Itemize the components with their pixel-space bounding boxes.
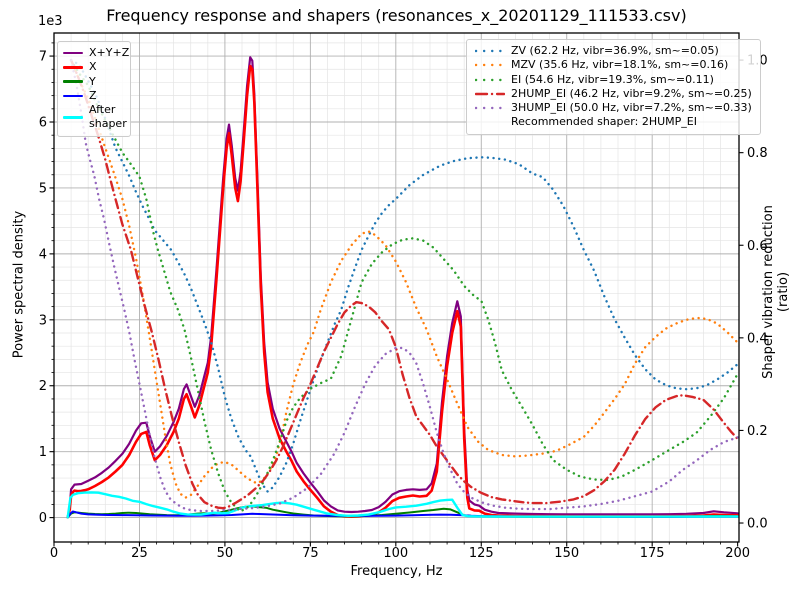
y-left-tick-label: 5 <box>39 181 47 196</box>
y-right-tick-label: 0.6 <box>747 239 768 254</box>
y-right-tick-label: 0.4 <box>747 331 768 346</box>
legend-label: After shaper <box>89 103 127 131</box>
x-tick-label: 175 <box>640 546 665 561</box>
y-line-swatch <box>63 80 83 84</box>
page-title: Frequency response and shapers (resonanc… <box>106 6 687 25</box>
y-left-tick-label: 2 <box>39 379 47 394</box>
y-left-tick-label: 3 <box>39 313 47 328</box>
x-line-swatch <box>63 66 83 69</box>
y-right-tick-label: 0.2 <box>747 424 768 439</box>
x-tick-label: 125 <box>469 546 494 561</box>
legend-label: 3HUMP_EI (50.0 Hz, vibr=7.2%, sm~=0.33) <box>511 101 752 115</box>
z-line-swatch <box>63 94 83 98</box>
xyz-line-swatch <box>63 51 83 55</box>
x-tick-label: 0 <box>50 546 58 561</box>
legend-item-mzv: MZV (35.6 Hz, vibr=18.1%, sm~=0.16) <box>475 58 752 72</box>
series-ei <box>69 58 739 513</box>
legend-item-x: X <box>63 60 125 74</box>
series-zv <box>69 58 739 493</box>
y-left-tick-label: 7 <box>39 50 47 65</box>
legend-label: Y <box>89 74 96 88</box>
legend-item-hump3: 3HUMP_EI (50.0 Hz, vibr=7.2%, sm~=0.33) <box>475 101 752 115</box>
legend-item-hump2: 2HUMP_EI (46.2 Hz, vibr=9.2%, sm~=0.25) <box>475 87 752 101</box>
series-xyz <box>66 56 739 519</box>
legend-right: ZV (62.2 Hz, vibr=36.9%, sm~=0.05) MZV (3… <box>466 39 761 135</box>
legend-label: 2HUMP_EI (46.2 Hz, vibr=9.2%, sm~=0.25) <box>511 86 752 100</box>
legend-item-z: Z <box>63 89 125 103</box>
series-hump3 <box>69 58 739 513</box>
x-axis-label: Frequency, Hz <box>350 564 443 579</box>
x-tick-label: 150 <box>554 546 579 561</box>
after_shaper-line-swatch <box>63 116 83 119</box>
y-right-tick-label: 0.0 <box>747 517 768 532</box>
y-left-tick-label: 0 <box>39 511 47 526</box>
legend-label: X+Y+Z <box>89 46 130 59</box>
legend-item-xyz: X+Y+Z <box>63 46 129 60</box>
series-hump2 <box>69 58 739 510</box>
legend-label: MZV (35.6 Hz, vibr=18.1%, sm~=0.16) <box>511 58 729 72</box>
y-left-tick-label: 6 <box>39 116 47 131</box>
legend-label: X <box>89 60 97 74</box>
hump2-line-swatch <box>475 92 505 96</box>
plot-frame <box>53 32 740 543</box>
x-tick-label: 50 <box>217 546 234 561</box>
x-tick-label: 75 <box>302 546 319 561</box>
hump3-line-swatch <box>475 107 505 110</box>
mzv-line-swatch <box>475 64 505 67</box>
y-left-tick-label: 4 <box>39 247 47 262</box>
legend-label: Z <box>89 88 97 102</box>
y-right-tick-label: 0.8 <box>747 146 768 161</box>
y-axis-label-right: Shaper vibration reduction (ratio) <box>761 205 791 379</box>
legend-footer-recommended-shaper: Recommended shaper: 2HUMP_EI <box>511 115 697 129</box>
y-left-tick-label: 1 <box>39 445 47 460</box>
y-axis-label-left: Power spectral density <box>11 210 27 359</box>
legend-label: ZV (62.2 Hz, vibr=36.9%, sm~=0.05) <box>511 44 719 57</box>
x-tick-label: 25 <box>131 546 148 561</box>
legend-label: EI (54.6 Hz, vibr=19.3%, sm~=0.11) <box>511 72 714 86</box>
x-tick-label: 100 <box>383 546 408 561</box>
legend-item-zv: ZV (62.2 Hz, vibr=36.9%, sm~=0.05) <box>475 44 752 58</box>
legend-left: X+Y+Z X Y Z After shaper <box>57 41 131 137</box>
series-mzv <box>69 58 739 499</box>
legend-item-ei: EI (54.6 Hz, vibr=19.3%, sm~=0.11) <box>475 73 752 87</box>
ei-line-swatch <box>475 78 505 81</box>
x-tick-label: 200 <box>725 546 750 561</box>
y-axis-offset-text: 1e3 <box>38 14 63 29</box>
zv-line-swatch <box>475 49 505 53</box>
legend-item-y: Y <box>63 75 125 89</box>
legend-item-after_shaper: After shaper <box>63 103 127 132</box>
